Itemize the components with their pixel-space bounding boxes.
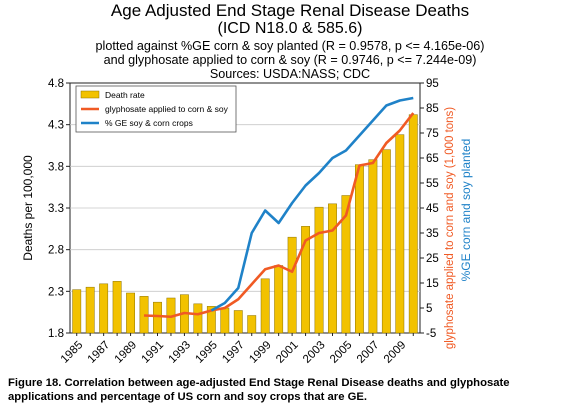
legend-label-ge: % GE soy & corn crops xyxy=(105,118,193,128)
legend-box xyxy=(75,85,237,133)
x-tick-label: 2005 xyxy=(328,339,355,366)
bar-death-rate xyxy=(287,236,297,334)
x-tick-label: 2001 xyxy=(274,339,301,366)
bar-death-rate xyxy=(220,307,230,334)
bar-death-rate xyxy=(355,164,364,334)
bar-death-rate xyxy=(85,286,95,334)
right-tick-label: 65 xyxy=(426,153,439,165)
subtitle-sources: Sources: USDA:NASS; CDC xyxy=(209,67,371,81)
right-tick-label: 45 xyxy=(426,203,439,215)
chart-title-icd: (ICD N18.0 & 585.6) xyxy=(217,20,363,37)
bar-death-rate xyxy=(126,292,136,334)
bar-death-rate xyxy=(72,289,82,334)
x-tick-label: 1993 xyxy=(166,339,193,366)
x-tick-label: 1999 xyxy=(247,339,274,366)
x-tick-label: 2003 xyxy=(301,339,328,366)
bar-death-rate xyxy=(328,203,337,334)
subtitle-ge-correlation: plotted against %GE corn & soy planted (… xyxy=(95,39,485,53)
subtitle-glyphosate-correlation: and glyphosate applied to corn & soy (R … xyxy=(103,53,477,67)
bar-death-rate xyxy=(233,310,243,334)
left-axis-title: Deaths per 100,000 xyxy=(21,155,35,261)
right-tick-label: 85 xyxy=(426,103,439,115)
right-tick-label: 95 xyxy=(426,78,439,90)
left-tick-label: 2.3 xyxy=(48,286,64,298)
bar-death-rate xyxy=(314,206,324,334)
x-tick-label: 1997 xyxy=(220,339,247,366)
right-tick-label: 75 xyxy=(426,128,439,140)
left-tick-label: 1.8 xyxy=(48,328,64,340)
x-tick-label: 2007 xyxy=(355,339,382,366)
left-tick-label: 3.8 xyxy=(48,161,64,173)
left-tick-label: 4.8 xyxy=(48,78,64,90)
legend-swatch-death-rate xyxy=(80,90,100,99)
right-tick-label: -5 xyxy=(426,328,436,340)
x-tick-label: 1995 xyxy=(193,339,220,366)
right-tick-label: 25 xyxy=(426,253,439,265)
x-tick-label: 1991 xyxy=(140,339,167,366)
bar-death-rate xyxy=(247,315,257,334)
x-tick-label: 1989 xyxy=(113,339,140,366)
bar-death-rate xyxy=(260,278,270,334)
right-tick-label: 15 xyxy=(426,278,439,290)
bar-death-rate xyxy=(381,149,391,334)
bar-death-rate xyxy=(153,301,162,334)
figure-caption: Figure 18. Correlation between age-adjus… xyxy=(8,377,510,403)
bar-death-rate xyxy=(274,265,284,334)
right-tick-label: 5 xyxy=(426,303,432,315)
legend-label-death-rate: Death rate xyxy=(105,90,145,100)
x-tick-label: 1987 xyxy=(86,339,113,366)
bar-death-rate xyxy=(395,134,405,334)
left-tick-label: 4.3 xyxy=(48,120,64,132)
x-tick-label: 2009 xyxy=(382,339,409,366)
left-tick-label: 2.8 xyxy=(48,245,64,257)
line-ge-percent xyxy=(210,96,414,312)
right-axis-title-ge: %GE corn and soy planted xyxy=(459,139,473,282)
legend-label-glyphosate: glyphosate applied to corn & soy xyxy=(105,104,229,114)
chart-title: Age Adjusted End Stage Renal Disease Dea… xyxy=(110,1,470,20)
bar-death-rate xyxy=(408,114,418,334)
right-tick-label: 35 xyxy=(426,228,439,240)
bar-death-rate xyxy=(368,159,378,334)
right-tick-label: 55 xyxy=(426,178,439,190)
bar-death-rate xyxy=(193,303,203,334)
left-tick-label: 3.3 xyxy=(48,203,64,215)
bar-death-rate xyxy=(99,283,109,334)
bar-death-rate xyxy=(112,281,122,334)
right-axis-title-glyphosate: glyphosate applied to corn and soy (1,00… xyxy=(444,107,456,349)
x-tick-label: 1985 xyxy=(59,339,86,366)
line-glyphosate xyxy=(143,112,415,319)
